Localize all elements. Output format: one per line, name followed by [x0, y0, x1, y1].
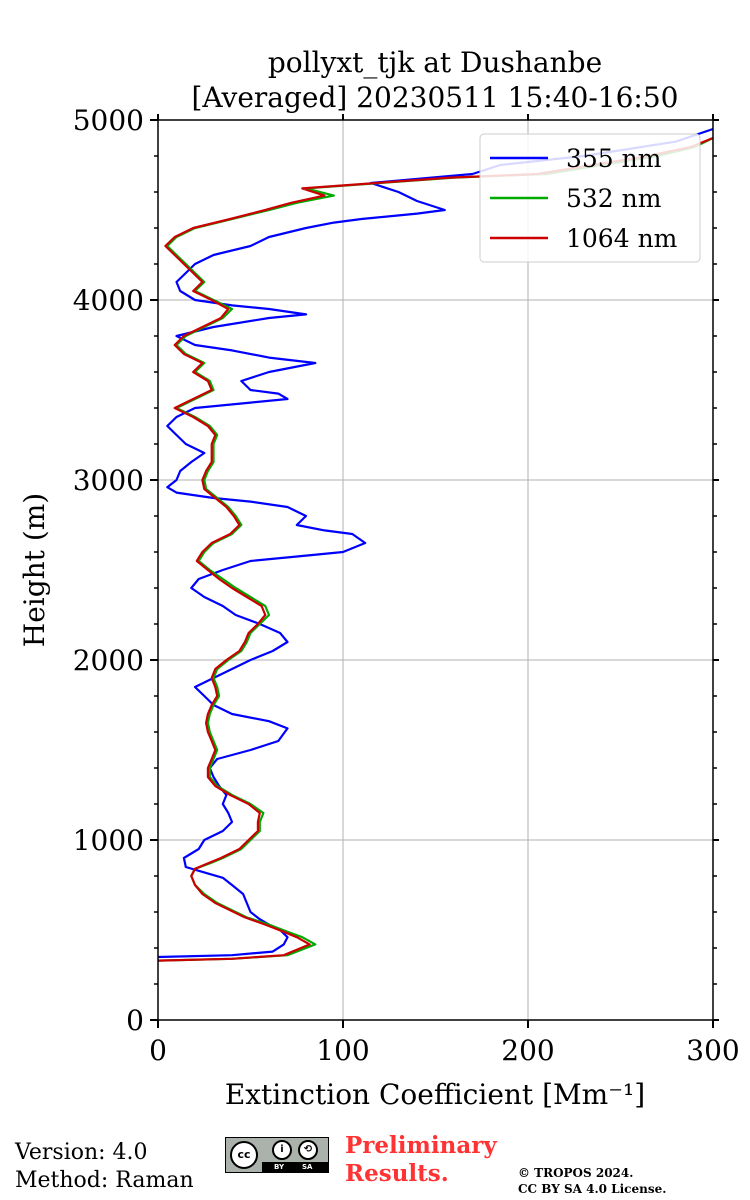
x-tick-label: 0 [149, 1034, 167, 1067]
preliminary-notice-line2: Results. [345, 1160, 449, 1187]
y-tick-label: 4000 [73, 284, 144, 317]
x-tick-label: 300 [686, 1034, 739, 1067]
legend: 355 nm 532 nm 1064 nm [479, 133, 701, 263]
legend-label-532-nm: 532 nm [566, 184, 662, 213]
attribution-icon: i [272, 1140, 292, 1160]
version-label: Version: 4.0 [15, 1140, 148, 1165]
chart-title-line2: [Averaged] 20230511 15:40-16:50 [192, 81, 679, 114]
badge-by-text: BY [274, 1163, 285, 1171]
method-label: Method: Raman [15, 1168, 194, 1193]
legend-label-1064-nm: 1064 nm [566, 224, 678, 253]
legend-box [479, 133, 701, 263]
y-tick-label: 0 [126, 1004, 144, 1037]
y-tick-label: 2000 [73, 644, 144, 677]
cc-badge-strip: BY SA [262, 1162, 328, 1172]
plot-frame [157, 119, 714, 1021]
x-tick-label: 100 [316, 1034, 369, 1067]
y-tick-label: 1000 [73, 824, 144, 857]
series-lines [158, 127, 713, 962]
series-line-532-nm [158, 137, 713, 962]
x-tick-label: 200 [501, 1034, 554, 1067]
y-tick-label: 5000 [73, 104, 144, 137]
chart-title-line1: pollyxt_tjk at Dushanbe [268, 46, 602, 79]
cc-icon: cc [230, 1141, 258, 1169]
copyright-line2: CC BY SA 4.0 License. [518, 1182, 667, 1196]
copyright-line1: © TROPOS 2024. [518, 1166, 634, 1180]
y-tick-label: 3000 [73, 464, 144, 497]
badge-sa-text: SA [302, 1163, 313, 1171]
preliminary-notice-line1: Preliminary [345, 1132, 497, 1159]
share-alike-icon: ⟲ [298, 1140, 318, 1160]
series-line-1064-nm [158, 136, 713, 962]
y-axis-label: Height (m) [18, 493, 51, 647]
legend-label-355-nm: 355 nm [566, 144, 662, 173]
x-axis-label: Extinction Coefficient [Mm⁻¹] [225, 1078, 645, 1111]
series-line-355-nm [158, 127, 713, 959]
cc-license-badge: cc i ⟲ BY SA [225, 1137, 329, 1173]
